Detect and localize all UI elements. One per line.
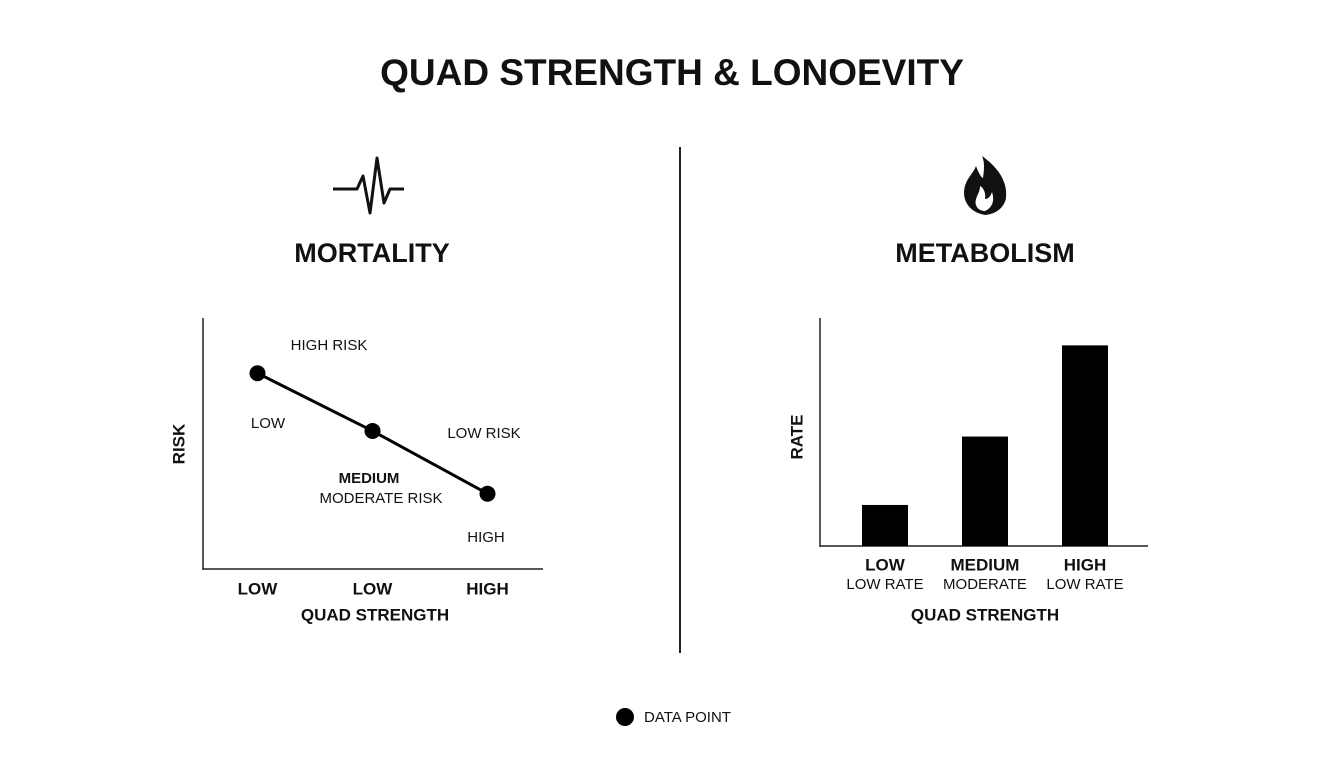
- data-point: [364, 422, 381, 439]
- annotation: MODERATE RISK: [319, 490, 442, 507]
- legend-marker: [616, 708, 634, 726]
- data-point: [479, 485, 496, 502]
- x-axis-title: QUAD STRENGTH: [301, 605, 449, 624]
- y-axis-title: RISK: [169, 423, 188, 464]
- annotation: MEDIUM: [339, 470, 400, 487]
- y-axis-title: RATE: [787, 414, 806, 459]
- annotation: LOW RISK: [447, 425, 520, 442]
- x-tick-sublabel: LOW RATE: [1046, 576, 1123, 593]
- page-title: QUAD STRENGTH & LONOEVITY: [380, 52, 964, 93]
- data-point: [249, 365, 266, 382]
- annotation: LOW: [251, 415, 286, 432]
- x-tick-label: MEDIUM: [951, 555, 1020, 574]
- chart-title: MORTALITY: [294, 238, 449, 268]
- annotation: HIGH: [467, 529, 505, 546]
- x-tick-sublabel: LOW RATE: [846, 576, 923, 593]
- bar: [962, 436, 1008, 546]
- bar: [862, 504, 908, 546]
- flame-icon: [964, 156, 1007, 215]
- heartbeat-icon: [333, 156, 404, 215]
- x-tick-label: HIGH: [1064, 555, 1107, 574]
- x-tick-label: LOW: [238, 579, 279, 598]
- chart-title: METABOLISM: [895, 238, 1074, 268]
- legend-label: DATA POINT: [644, 709, 731, 726]
- x-axis-title: QUAD STRENGTH: [911, 605, 1059, 624]
- x-tick-sublabel: MODERATE: [943, 576, 1027, 593]
- x-tick-label: HIGH: [466, 579, 509, 598]
- annotation: HIGH RISK: [291, 337, 368, 354]
- x-tick-label: LOW: [865, 555, 906, 574]
- x-tick-label: LOW: [353, 579, 394, 598]
- bar: [1062, 345, 1108, 546]
